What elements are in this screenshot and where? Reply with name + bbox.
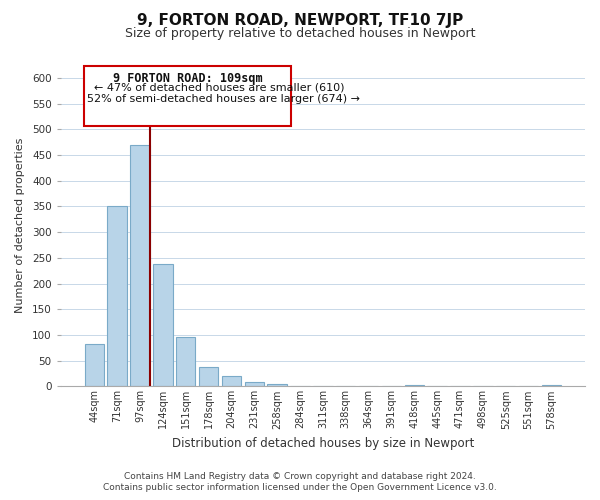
- Text: Size of property relative to detached houses in Newport: Size of property relative to detached ho…: [125, 28, 475, 40]
- Text: Contains public sector information licensed under the Open Government Licence v3: Contains public sector information licen…: [103, 484, 497, 492]
- Text: 9, FORTON ROAD, NEWPORT, TF10 7JP: 9, FORTON ROAD, NEWPORT, TF10 7JP: [137, 12, 463, 28]
- FancyBboxPatch shape: [84, 66, 291, 126]
- Bar: [85, 344, 104, 387]
- Bar: [153, 264, 173, 386]
- Text: ← 47% of detached houses are smaller (610): ← 47% of detached houses are smaller (61…: [94, 83, 345, 93]
- Y-axis label: Number of detached properties: Number of detached properties: [15, 138, 25, 314]
- Bar: [176, 336, 196, 386]
- Text: 52% of semi-detached houses are larger (674) →: 52% of semi-detached houses are larger (…: [88, 94, 361, 104]
- Bar: [222, 376, 241, 386]
- Bar: [268, 384, 287, 386]
- Bar: [107, 206, 127, 386]
- Bar: [245, 382, 264, 386]
- Text: Contains HM Land Registry data © Crown copyright and database right 2024.: Contains HM Land Registry data © Crown c…: [124, 472, 476, 481]
- Text: 9 FORTON ROAD: 109sqm: 9 FORTON ROAD: 109sqm: [113, 72, 262, 85]
- X-axis label: Distribution of detached houses by size in Newport: Distribution of detached houses by size …: [172, 437, 474, 450]
- Bar: [199, 368, 218, 386]
- Bar: [130, 144, 150, 386]
